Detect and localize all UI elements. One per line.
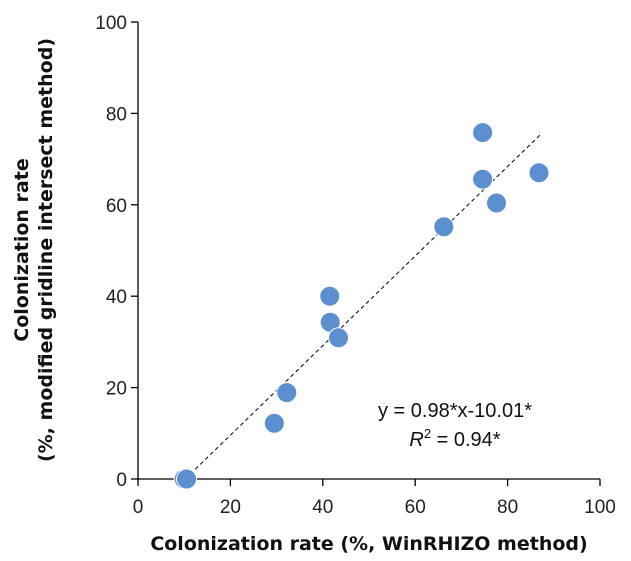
y-tick-label: 100 [95,13,127,34]
data-point [433,216,455,238]
x-tick-label: 80 [497,497,518,518]
y-tick-label: 20 [106,379,127,400]
x-axis-title: Colonization rate (%, WinRHIZO method) [150,533,587,555]
trendline [184,134,541,480]
data-points [173,122,550,490]
y-tick-label: 40 [106,287,127,308]
x-tick-label: 100 [584,497,616,518]
data-point [328,327,350,349]
x-tick-label: 40 [312,497,333,518]
equation-label: y = 0.98*x-10.01* [378,400,532,422]
data-point [176,468,198,490]
data-point [472,168,494,190]
x-tick-label: 20 [220,497,241,518]
r-squared-value: = 0.94* [431,429,501,451]
data-point [486,192,508,214]
y-axis-title-line1: Colonization rate [11,158,33,341]
y-tick-label: 80 [106,104,127,125]
r-squared-label: R2 = 0.94* [409,426,500,451]
y-tick-label: 0 [116,470,127,491]
r-squared-symbol: R [409,429,423,451]
data-point [472,122,494,144]
x-tick-label: 0 [133,497,144,518]
x-axis: 0 20 40 60 80 100 [133,478,616,518]
y-axis: 0 20 40 60 80 100 [95,13,139,491]
r-squared-exponent: 2 [424,426,431,441]
y-tick-label: 60 [106,196,127,217]
data-point [276,382,298,404]
data-point [263,412,285,434]
y-axis-title-line2: (%, modified gridline intersect method) [35,38,57,462]
data-point [319,285,341,307]
x-tick-label: 60 [405,497,426,518]
data-point [528,162,550,184]
